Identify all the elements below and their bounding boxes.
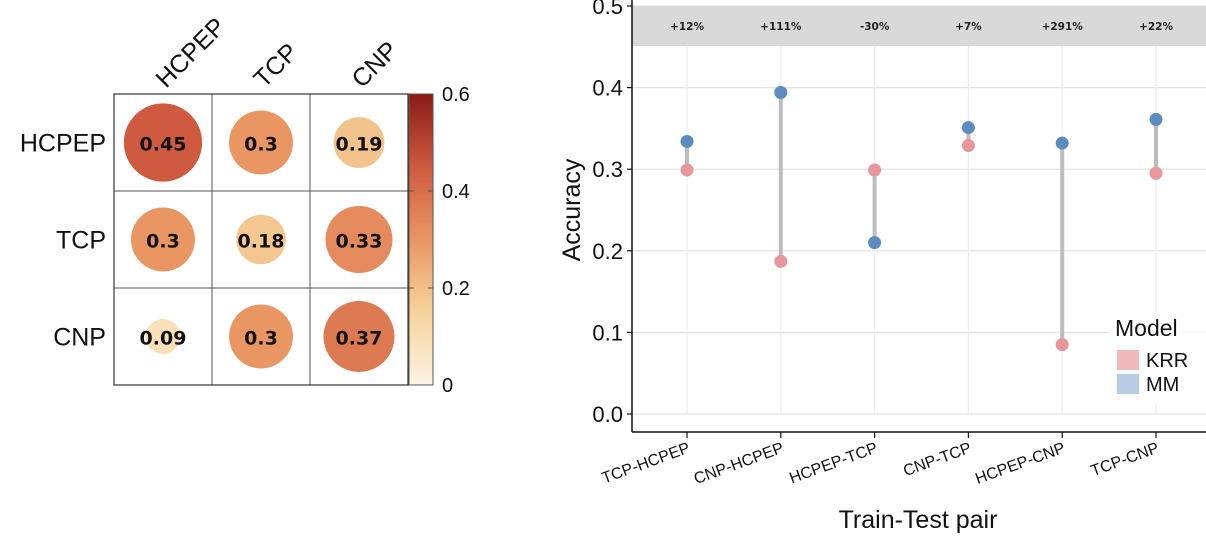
colorbar-tick-label: 0 [442,375,453,397]
heatmap-circle [123,103,203,182]
y-tick-label: 0.4 [592,76,623,101]
x-tick-label: HCPEP-CNP [973,440,1067,488]
heatmap-value-label: 0.45 [140,134,187,156]
mm-point [774,85,788,99]
x-tick-label: TCP-HCPEP [600,440,693,488]
y-tick-label: 0.1 [592,320,623,345]
heatmap-value-label: 0.3 [244,328,278,350]
heatmap-column-label: CNP [346,36,403,93]
heatmap-value-label: 0.3 [146,231,180,253]
x-axis-title: Train-Test pair [839,506,998,534]
krr-point [961,139,975,153]
krr-point [774,254,788,268]
krr-point [868,163,882,177]
accuracy-chart: +12% +111% -30% +7% +291% +22% 0.0 0.1 0.2 0.3 0.4… [558,0,1206,534]
x-tick-label: HCPEP-TCP [787,440,880,488]
heatmap-circle [325,205,393,274]
heatmap-value-label: 0.33 [336,231,383,253]
x-tick-label: CNP-TCP [901,440,974,480]
y-tick-label: 0.5 [592,0,623,19]
heatmap-circle [236,214,286,265]
mm-point [961,121,975,135]
legend-swatch [1117,374,1139,394]
krr-point [680,163,694,177]
legend-swatch [1117,350,1139,370]
mm-point [1149,112,1163,126]
heatmap-value-label: 0.37 [336,328,383,350]
heatmap-value-label: 0.09 [140,328,187,350]
mm-point [868,236,882,250]
heatmap-circle [229,110,293,175]
heatmap-row-label: HCPEP [20,130,106,158]
heatmap-circle [229,304,293,369]
heatmap-row-label: CNP [53,324,106,352]
heatmap-circle [333,117,385,168]
y-tick-label: 0.2 [592,239,623,264]
percent-change-label: -30% [860,21,890,33]
heatmap-value-label: 0.18 [238,231,285,253]
percent-change-label: +22% [1139,21,1173,33]
heatmap-column-label: TCP [248,38,303,93]
heatmap-row-label: TCP [56,227,106,255]
colorbar-tick-label: 0.4 [442,181,470,203]
correlation-heatmap: 0.45 0.3 0.19 0.3 0.18 0.33 0.09 0.3 0.37 HCPEP TC… [20,13,470,397]
colorbar-tick-label: 0.6 [442,84,470,106]
legend-title: Model [1115,315,1178,341]
legend-label: KRR [1146,350,1188,372]
y-tick-label: 0.3 [592,157,623,182]
heatmap-circle [323,301,395,372]
legend-label: MM [1146,374,1179,396]
krr-point [1149,166,1163,180]
percent-change-label: +12% [670,21,704,33]
heatmap-value-label: 0.19 [336,134,383,156]
heatmap-circle [145,318,181,355]
colorbar [408,93,434,386]
mm-point [680,134,694,148]
heatmap-border [113,93,409,386]
x-tick-label: CNP-HCPEP [692,440,786,488]
mm-point [1055,136,1069,150]
annotation-band [632,6,1206,46]
heatmap-value-label: 0.3 [244,134,278,156]
x-tick-label: TCP-CNP [1089,440,1162,480]
y-axis-title: Accuracy [558,158,586,261]
percent-change-label: +291% [1042,21,1084,33]
heatmap-circle [131,207,195,272]
percent-change-label: +7% [955,21,982,33]
y-tick-label: 0.0 [592,402,623,427]
percent-change-label: +111% [760,21,802,33]
heatmap-column-label: HCPEP [150,13,231,94]
krr-point [1055,338,1069,352]
colorbar-tick-label: 0.2 [442,278,470,300]
